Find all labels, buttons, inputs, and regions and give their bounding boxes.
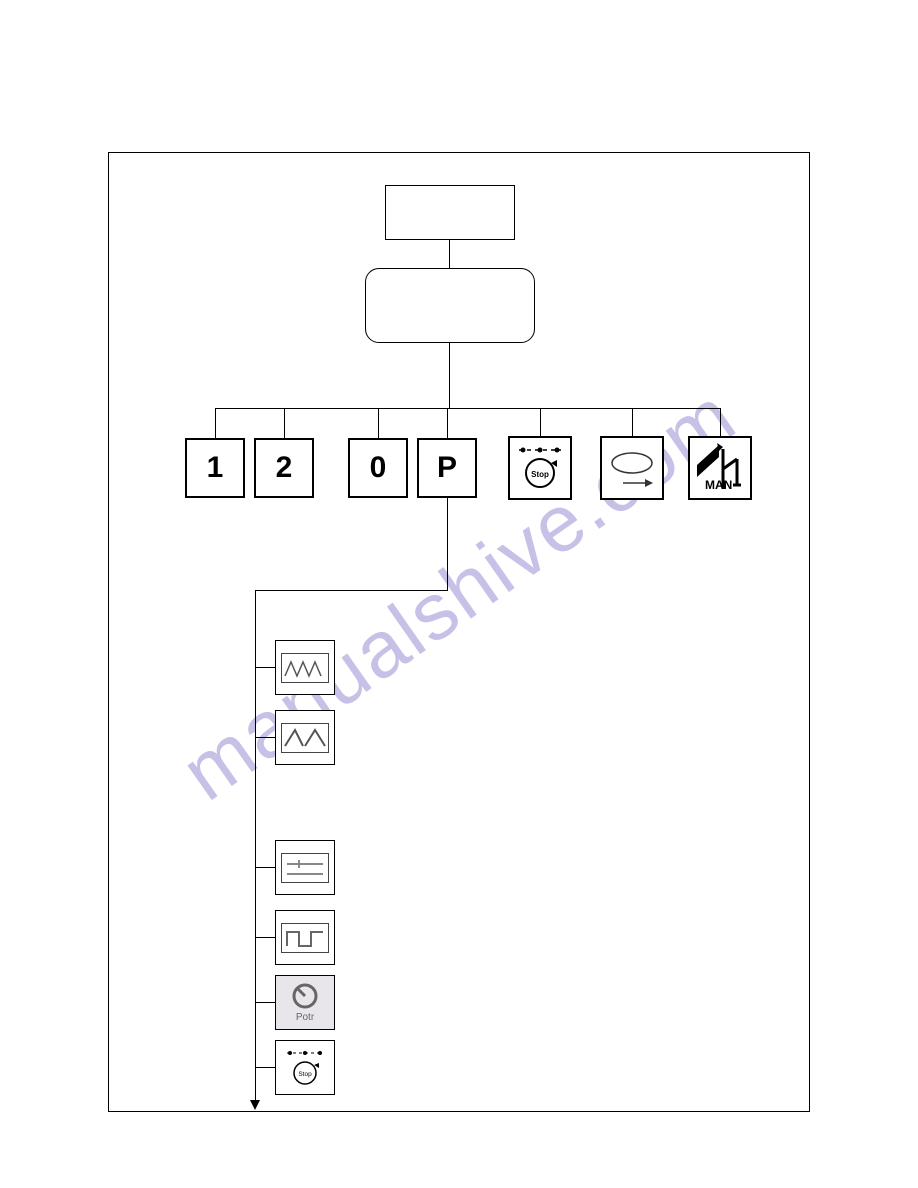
sub-zigzag bbox=[275, 640, 335, 695]
edge-root-to-round bbox=[449, 240, 450, 268]
potr-icon bbox=[288, 982, 322, 1012]
p-drop bbox=[447, 498, 448, 590]
box-stop: Stop bbox=[508, 436, 572, 500]
lines-icon bbox=[283, 856, 327, 880]
drop-1 bbox=[215, 408, 216, 438]
sub-double-peak bbox=[275, 710, 335, 765]
sub-potr: Potr bbox=[275, 975, 335, 1030]
sub-lines bbox=[275, 840, 335, 895]
drop-P bbox=[447, 408, 448, 438]
drop-man bbox=[720, 408, 721, 436]
box-2: 2 bbox=[254, 438, 314, 498]
stop-cycle-small-icon: Stop bbox=[281, 1045, 329, 1091]
sub-potr-label: Potr bbox=[296, 1012, 314, 1023]
man-icon: MAN bbox=[691, 439, 749, 497]
root-rect bbox=[385, 185, 515, 240]
drop-0 bbox=[378, 408, 379, 438]
drop-arrow bbox=[632, 408, 633, 436]
box-2-label: 2 bbox=[276, 451, 293, 485]
sub-stop-small: Stop bbox=[275, 1040, 335, 1095]
tick-6 bbox=[255, 1067, 275, 1068]
box-man: MAN bbox=[688, 436, 752, 500]
man-label: MAN bbox=[705, 478, 732, 492]
svg-text:Stop: Stop bbox=[298, 1071, 312, 1078]
bus-line bbox=[215, 408, 720, 409]
edge-round-to-bus bbox=[449, 343, 450, 408]
step-icon bbox=[283, 926, 327, 950]
p-arrowhead bbox=[250, 1100, 260, 1110]
zigzag-icon bbox=[283, 656, 327, 680]
tick-3 bbox=[255, 867, 275, 868]
box-P: P bbox=[417, 438, 477, 498]
stop-cycle-icon: Stop bbox=[513, 441, 567, 495]
box-1: 1 bbox=[185, 438, 245, 498]
tick-1 bbox=[255, 667, 275, 668]
box-forward bbox=[600, 436, 664, 500]
sub-step bbox=[275, 910, 335, 965]
box-1-label: 1 bbox=[207, 451, 224, 485]
box-0: 0 bbox=[348, 438, 408, 498]
p-horiz bbox=[255, 590, 448, 591]
tick-2 bbox=[255, 737, 275, 738]
tick-4 bbox=[255, 937, 275, 938]
double-peak-icon bbox=[283, 726, 327, 750]
box-0-label: 0 bbox=[370, 451, 387, 485]
forward-icon bbox=[605, 441, 659, 495]
drop-stop bbox=[540, 408, 541, 436]
svg-text:Stop: Stop bbox=[531, 470, 549, 479]
drop-2 bbox=[284, 408, 285, 438]
box-P-label: P bbox=[437, 451, 457, 485]
root-rounded bbox=[365, 268, 535, 343]
page: manualshive.com 1 2 0 P Stop bbox=[0, 0, 918, 1188]
tick-5 bbox=[255, 1002, 275, 1003]
